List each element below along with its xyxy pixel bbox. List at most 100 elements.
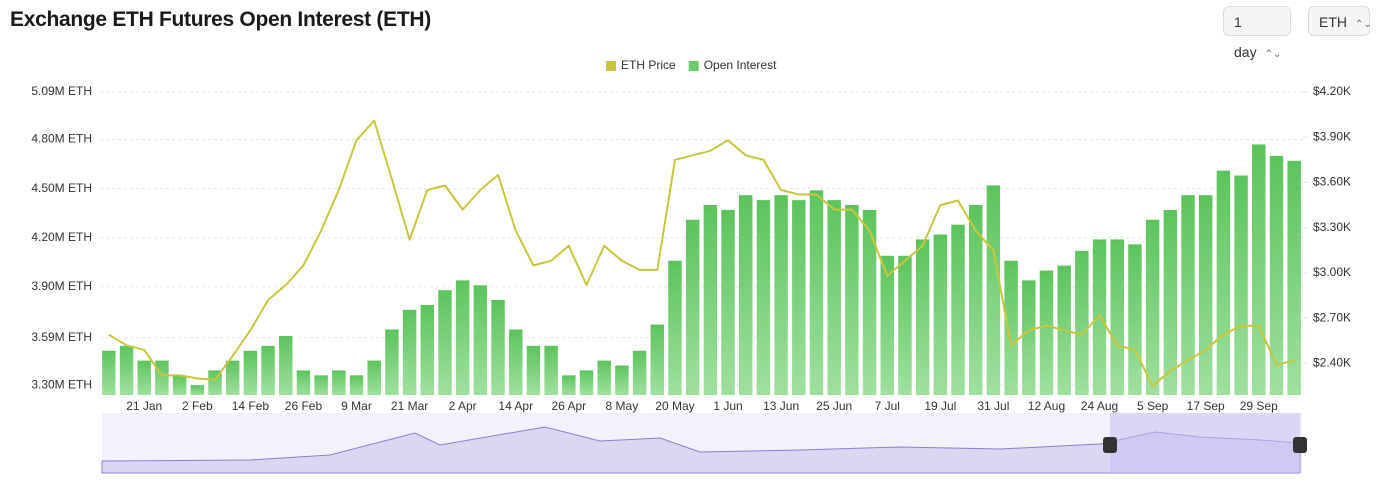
- bar: [615, 365, 629, 395]
- bar: [1269, 155, 1284, 395]
- bar: [349, 375, 364, 395]
- x-tick-label: 2 Feb: [182, 399, 213, 413]
- y-tick-label: 5.09M ETH: [31, 84, 92, 98]
- bar: [402, 309, 417, 395]
- bar: [1145, 219, 1160, 395]
- x-tick-label: 29 Sep: [1240, 399, 1278, 413]
- x-tick-label: 21 Jan: [126, 399, 162, 413]
- bar: [102, 350, 116, 395]
- bar: [438, 290, 452, 395]
- bar: [650, 324, 664, 395]
- navigator: [101, 413, 1307, 474]
- bar: [809, 190, 824, 395]
- bars: [102, 144, 1301, 395]
- bar: [367, 360, 381, 395]
- legend-label: Open Interest: [704, 58, 777, 72]
- bar: [880, 255, 894, 395]
- legend-swatch: [688, 61, 699, 71]
- x-tick-label: 17 Sep: [1187, 399, 1225, 413]
- bar: [668, 260, 682, 395]
- unit-select[interactable]: ETH ⌃⌄: [1308, 6, 1372, 36]
- bar: [792, 200, 806, 395]
- bar: [1252, 144, 1266, 395]
- x-tick-label: 13 Jun: [763, 399, 799, 413]
- x-tick-label: 5 Sep: [1137, 399, 1169, 413]
- select-arrow: ⌃⌄: [1264, 49, 1282, 60]
- unit-label: ETH: [1319, 14, 1347, 30]
- x-tick-label: 8 May: [606, 399, 639, 413]
- bar: [225, 360, 240, 395]
- x-tick-label: 2 Apr: [449, 399, 477, 413]
- navigator-handle[interactable]: [1293, 437, 1307, 453]
- x-tick-label: 7 Jul: [875, 399, 900, 413]
- y-tick-label: 3.59M ETH: [31, 330, 92, 344]
- bar: [491, 300, 505, 395]
- bar: [172, 375, 187, 395]
- bar: [898, 255, 912, 395]
- bar: [968, 205, 983, 395]
- bar: [544, 345, 558, 395]
- x-tick-label: 19 Jul: [924, 399, 956, 413]
- bar: [579, 370, 594, 395]
- x-tick-label: 31 Jul: [977, 399, 1009, 413]
- y2-tick-label: $2.70K: [1313, 310, 1351, 324]
- bar: [1198, 195, 1213, 395]
- x-tick-label: 1 Jun: [713, 399, 742, 413]
- bar: [137, 360, 151, 395]
- bar: [1110, 239, 1124, 395]
- bar: [1004, 260, 1018, 395]
- bar: [1234, 175, 1248, 395]
- y-tick-label: 4.20M ETH: [31, 230, 92, 244]
- bar: [1216, 170, 1231, 395]
- y-tick-label: 4.80M ETH: [31, 132, 92, 146]
- bar: [915, 239, 930, 395]
- bar: [721, 209, 735, 395]
- x-tick-label: 12 Aug: [1028, 399, 1065, 413]
- bar: [933, 234, 948, 395]
- bar: [1128, 244, 1142, 395]
- interval-select[interactable]: 1 day ⌃⌄: [1223, 6, 1291, 60]
- y2-tick-label: $2.40K: [1313, 356, 1351, 370]
- bar: [845, 205, 859, 395]
- x-tick-label: 25 Jun: [816, 399, 852, 413]
- bar: [119, 345, 134, 395]
- x-tick-label: 26 Apr: [551, 399, 586, 413]
- x-tick-label: 24 Aug: [1081, 399, 1118, 413]
- y2-tick-label: $4.20K: [1313, 84, 1351, 98]
- navigator-handle[interactable]: [1103, 437, 1117, 453]
- bar: [314, 375, 328, 395]
- bar: [190, 385, 205, 395]
- y-tick-label: 3.30M ETH: [31, 377, 92, 391]
- bar: [1181, 195, 1195, 395]
- bar: [1092, 239, 1107, 395]
- bar: [774, 195, 788, 395]
- bar: [597, 360, 611, 395]
- y-tick-label: 4.50M ETH: [31, 181, 92, 195]
- legend-label: ETH Price: [621, 58, 676, 72]
- bar: [420, 304, 435, 395]
- bar: [455, 280, 470, 395]
- bar: [526, 345, 541, 395]
- bar: [1039, 270, 1054, 395]
- bar: [155, 360, 169, 395]
- bar: [703, 205, 718, 395]
- legend: ETH Price Open Interest: [606, 58, 777, 72]
- bar: [986, 185, 1001, 395]
- bar: [1287, 160, 1301, 395]
- y2-tick-label: $3.60K: [1313, 175, 1351, 189]
- x-tick-label: 26 Feb: [285, 399, 323, 413]
- bar: [685, 219, 700, 395]
- y-tick-label: 3.90M ETH: [31, 279, 92, 293]
- navigator-selection[interactable]: [1110, 413, 1300, 473]
- y2-tick-label: $3.90K: [1313, 129, 1351, 143]
- bar: [279, 336, 293, 395]
- x-tick-label: 14 Apr: [498, 399, 533, 413]
- interval-label: 1 day: [1234, 14, 1257, 60]
- bar: [385, 329, 399, 395]
- bar: [1022, 280, 1036, 395]
- price-line: [108, 119, 1295, 387]
- legend-swatch: [606, 61, 616, 71]
- bar: [1075, 250, 1089, 395]
